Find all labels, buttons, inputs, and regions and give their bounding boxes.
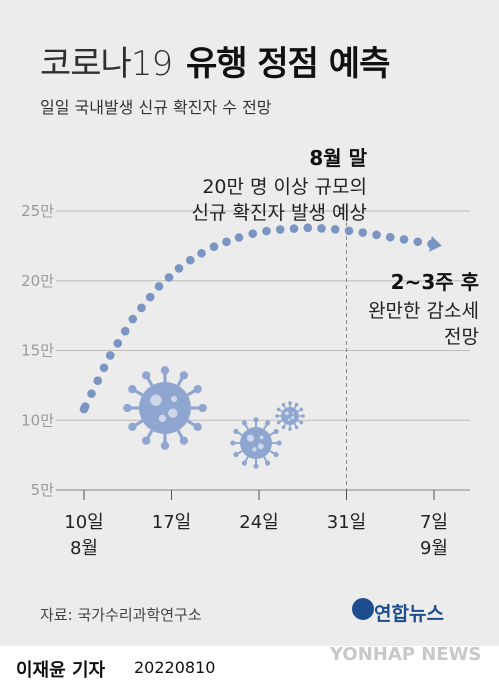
decline-annotation-title: 2~3주 후 — [390, 270, 479, 294]
forecast-dot — [164, 273, 174, 282]
y-tick-label: 15만 — [21, 342, 54, 360]
publish-date: 20220810 — [134, 658, 216, 677]
forecast-dot — [128, 314, 138, 324]
reporter-name: 이재윤 기자 — [16, 660, 106, 681]
x-tick-label: 17일 — [152, 512, 191, 533]
decline-annotation-line2: 전망 — [444, 326, 479, 348]
forecast-dot — [174, 264, 184, 273]
decline-annotation-line1: 완만한 감소세 — [368, 300, 479, 322]
forecast-dot — [275, 225, 285, 234]
x-tick-label: 24일 — [239, 512, 278, 533]
forecast-dot — [222, 237, 231, 247]
forecast-dot — [358, 228, 368, 237]
forecast-dot — [113, 339, 123, 348]
forecast-dot — [372, 230, 381, 240]
forecast-dot — [385, 232, 395, 242]
page-title: 유행 정점 예측 — [186, 44, 390, 84]
y-tick-label: 10만 — [21, 411, 54, 429]
forecast-dot — [154, 282, 164, 291]
title-prefix: 코로나19 — [40, 44, 173, 84]
x-tick-month-label: 9월 — [420, 538, 448, 559]
forecast-dot — [399, 235, 409, 244]
chart-subtitle: 일일 국내발생 신규 확진자 수 전망 — [40, 98, 272, 117]
forecast-dot — [120, 326, 130, 336]
y-tick-label: 5만 — [31, 481, 55, 499]
virus-icon — [230, 417, 282, 469]
forecast-dot — [93, 376, 103, 386]
forecast-dot — [197, 248, 206, 258]
x-tick-label: 7일 — [420, 512, 448, 533]
forecast-dot — [303, 223, 313, 233]
forecast-dot — [105, 351, 115, 360]
forecast-dot — [87, 389, 96, 398]
forecast-dot — [145, 292, 155, 302]
peak-annotation-line2: 신규 확진자 발생 예상 — [191, 202, 367, 224]
forecast-dot — [262, 226, 271, 236]
infographic-card — [0, 0, 499, 646]
peak-annotation-line1: 20만 명 이상 규모의 — [202, 176, 367, 198]
x-tick-label: 31일 — [327, 512, 366, 533]
y-tick-label: 20만 — [21, 272, 54, 290]
agency-logo-text: 연합뉴스 — [374, 603, 444, 625]
forecast-dot — [99, 363, 109, 373]
forecast-dot — [185, 255, 195, 265]
forecast-dot — [413, 237, 423, 247]
x-tick-month-label: 8월 — [70, 538, 98, 559]
agency-logo-icon — [352, 598, 374, 620]
virus-icon — [275, 401, 305, 431]
y-tick-label: 25만 — [21, 202, 54, 220]
forecast-dot — [248, 229, 258, 238]
forecast-dot — [317, 224, 326, 233]
virus-icon — [123, 366, 207, 450]
forecast-dot — [234, 233, 244, 242]
peak-annotation-title: 8월 말 — [309, 146, 367, 170]
forecast-dot — [289, 224, 299, 233]
footer-bar — [0, 646, 499, 685]
forecast-dot — [330, 224, 340, 234]
watermark: YONHAP NEWS — [330, 644, 482, 665]
forecast-dot — [209, 242, 219, 252]
forecast-dot — [344, 226, 354, 236]
forecast-arrow-icon — [429, 236, 442, 252]
chart-area: 5만 10만 15만 20만 25만 10일 8월 17일 24일 31일 7일 9월 — [21, 202, 470, 559]
source-label: 자료: 국가수리과학연구소 — [40, 606, 202, 624]
forecast-dot — [137, 303, 146, 313]
forecast-dot — [80, 402, 90, 411]
x-tick-label: 10일 — [64, 512, 103, 533]
